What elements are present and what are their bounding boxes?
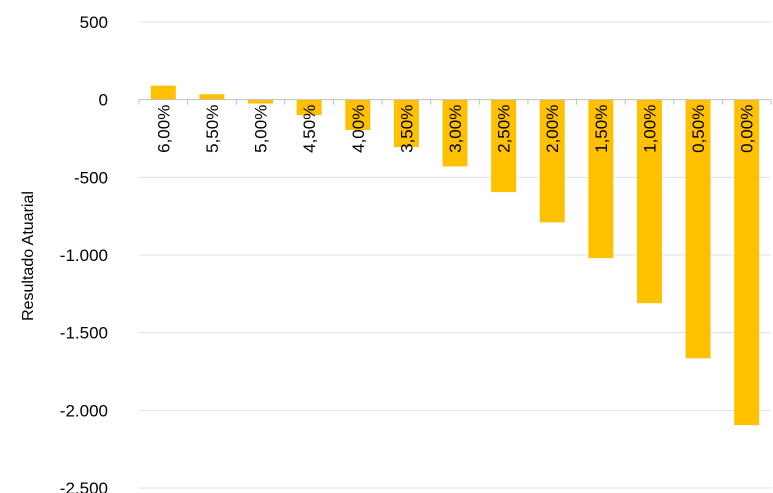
y-tick-label: -2.500 [60, 479, 108, 493]
x-category-label: 3,00% [446, 105, 465, 153]
x-category-label: 5,50% [203, 105, 222, 153]
x-category-label: 3,50% [397, 105, 416, 153]
y-tick-label: -1.500 [60, 324, 108, 343]
bar [345, 99, 371, 130]
x-category-label: 1,00% [640, 105, 659, 153]
x-category-label: 1,50% [592, 105, 611, 153]
y-axis-ticks: 500 0 -500 -1.000 -1.500 -2.000 -2.500 [60, 13, 108, 493]
x-category-label: 2,50% [495, 105, 514, 153]
x-category-label: 2,00% [543, 105, 562, 153]
bar [636, 99, 662, 304]
category-labels: 6,00% 5,50% 5,00% 4,50% 4,00% 3,50% 3,00% 2,50%… [154, 105, 756, 153]
y-tick-label: 500 [80, 13, 108, 32]
bar [150, 85, 176, 100]
y-axis-title: Resultado Atuarial [20, 191, 37, 321]
x-category-label: 4,00% [349, 105, 368, 153]
x-axis [138, 99, 772, 105]
bar [296, 99, 322, 116]
bar [393, 99, 419, 148]
x-category-label: 0,50% [689, 105, 708, 153]
bar [588, 99, 614, 259]
bar [491, 99, 517, 193]
y-tick-label: -500 [74, 168, 108, 187]
bar [248, 99, 274, 104]
x-category-label: 4,50% [300, 105, 319, 153]
bar [734, 99, 760, 426]
y-tick-label: -1.000 [60, 246, 108, 265]
bar [539, 99, 565, 223]
bars [150, 85, 760, 426]
y-tick-label: 0 [99, 91, 108, 110]
bar [199, 94, 225, 100]
x-category-label: 0,00% [738, 105, 757, 153]
x-category-label: 5,00% [252, 105, 271, 153]
x-category-label: 6,00% [154, 105, 173, 153]
bar [442, 99, 468, 167]
y-tick-label: -2.000 [60, 401, 108, 420]
gridlines [139, 21, 771, 489]
bar [685, 99, 711, 359]
